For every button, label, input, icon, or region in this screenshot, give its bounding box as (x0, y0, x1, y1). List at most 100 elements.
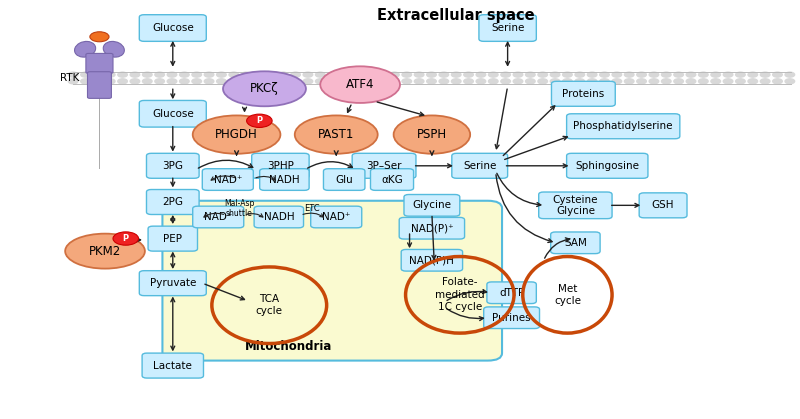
Ellipse shape (223, 71, 306, 106)
Text: Serine: Serine (491, 23, 524, 33)
Circle shape (353, 72, 362, 77)
FancyBboxPatch shape (566, 153, 648, 178)
Text: NAD⁺: NAD⁺ (204, 212, 233, 222)
Circle shape (426, 79, 436, 84)
Circle shape (93, 79, 102, 84)
Circle shape (340, 72, 350, 77)
Circle shape (760, 72, 770, 77)
FancyBboxPatch shape (87, 72, 111, 98)
FancyBboxPatch shape (86, 53, 113, 73)
FancyBboxPatch shape (551, 81, 615, 106)
Circle shape (612, 79, 622, 84)
Circle shape (451, 79, 461, 84)
FancyBboxPatch shape (202, 169, 254, 190)
Circle shape (587, 72, 597, 77)
Text: Purines: Purines (492, 313, 531, 323)
Circle shape (674, 72, 683, 77)
Text: Pyruvate: Pyruvate (150, 278, 196, 288)
Text: Glucose: Glucose (152, 23, 194, 33)
FancyBboxPatch shape (323, 169, 365, 190)
Circle shape (637, 79, 646, 84)
Circle shape (254, 79, 263, 84)
Circle shape (229, 79, 238, 84)
FancyBboxPatch shape (146, 153, 199, 178)
Ellipse shape (103, 41, 124, 57)
Circle shape (414, 79, 424, 84)
Circle shape (451, 72, 461, 77)
Text: NAD⁺: NAD⁺ (214, 175, 242, 184)
Text: RTK: RTK (60, 73, 79, 83)
Circle shape (130, 72, 140, 77)
Circle shape (266, 79, 276, 84)
Circle shape (315, 72, 325, 77)
Text: Phosphatidylserine: Phosphatidylserine (574, 121, 673, 131)
Circle shape (303, 72, 313, 77)
Text: PSPH: PSPH (417, 128, 447, 141)
FancyBboxPatch shape (550, 232, 600, 253)
Circle shape (254, 72, 263, 77)
Circle shape (686, 72, 696, 77)
Circle shape (142, 79, 152, 84)
Circle shape (142, 72, 152, 77)
Text: NAD⁺: NAD⁺ (322, 212, 350, 222)
Circle shape (736, 72, 745, 77)
Circle shape (723, 72, 733, 77)
Circle shape (414, 72, 424, 77)
Circle shape (489, 79, 498, 84)
FancyBboxPatch shape (370, 169, 414, 190)
Ellipse shape (193, 115, 281, 154)
Text: 3P–Ser: 3P–Ser (366, 161, 402, 171)
FancyBboxPatch shape (639, 193, 687, 218)
FancyBboxPatch shape (484, 307, 539, 328)
Circle shape (476, 72, 486, 77)
FancyBboxPatch shape (260, 169, 309, 190)
Text: Glycine: Glycine (412, 200, 451, 210)
Text: P: P (122, 234, 129, 243)
Circle shape (526, 72, 535, 77)
Circle shape (773, 79, 782, 84)
Circle shape (514, 72, 522, 77)
FancyBboxPatch shape (139, 271, 206, 296)
Circle shape (278, 79, 288, 84)
Circle shape (378, 72, 387, 77)
Circle shape (378, 79, 387, 84)
Circle shape (365, 72, 374, 77)
Circle shape (303, 79, 313, 84)
Text: Folate-
mediated
1C cycle: Folate- mediated 1C cycle (435, 277, 485, 312)
Circle shape (155, 72, 165, 77)
Circle shape (698, 79, 708, 84)
Circle shape (179, 72, 189, 77)
Circle shape (587, 79, 597, 84)
FancyBboxPatch shape (139, 15, 206, 41)
Circle shape (315, 79, 325, 84)
FancyBboxPatch shape (252, 153, 309, 178)
Circle shape (760, 79, 770, 84)
Text: Lactate: Lactate (154, 361, 192, 370)
Circle shape (562, 72, 572, 77)
Circle shape (748, 72, 758, 77)
Circle shape (538, 79, 547, 84)
FancyBboxPatch shape (139, 101, 206, 127)
Circle shape (155, 79, 165, 84)
FancyBboxPatch shape (399, 217, 465, 239)
Circle shape (93, 72, 102, 77)
FancyBboxPatch shape (479, 15, 536, 41)
FancyBboxPatch shape (566, 114, 680, 139)
Text: dTTP: dTTP (499, 288, 524, 298)
Circle shape (785, 72, 794, 77)
Circle shape (662, 72, 671, 77)
Circle shape (637, 72, 646, 77)
Text: 3PG: 3PG (162, 161, 183, 171)
Text: TCA
cycle: TCA cycle (256, 294, 282, 316)
Circle shape (464, 79, 474, 84)
Circle shape (118, 79, 127, 84)
Circle shape (711, 72, 721, 77)
Circle shape (68, 79, 78, 84)
Circle shape (773, 72, 782, 77)
Circle shape (390, 79, 399, 84)
Circle shape (538, 72, 547, 77)
Circle shape (514, 79, 522, 84)
Text: NADH: NADH (263, 212, 294, 222)
Circle shape (736, 79, 745, 84)
Circle shape (118, 72, 127, 77)
